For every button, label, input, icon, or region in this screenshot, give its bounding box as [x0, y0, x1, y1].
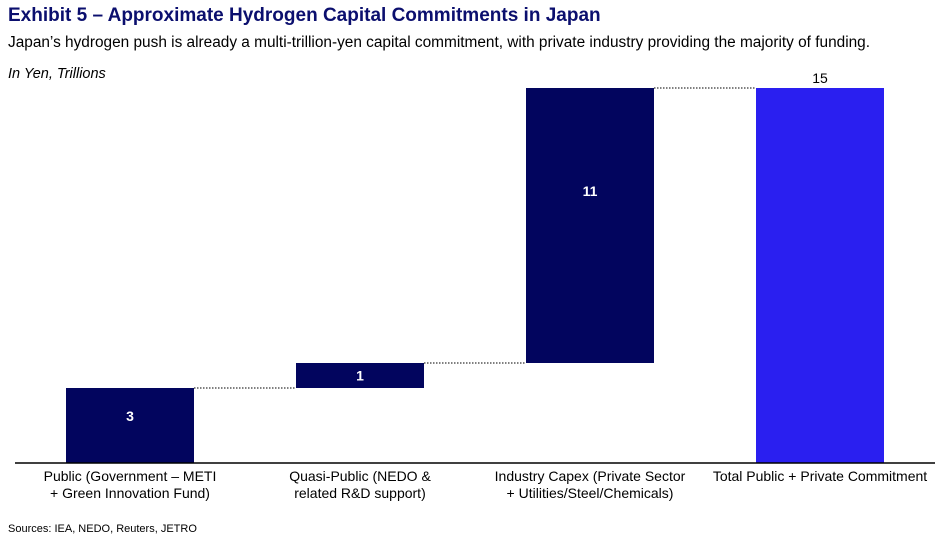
- data-label-2: 1: [356, 368, 364, 384]
- category-label-3-line-1: Industry Capex (Private Sector: [495, 468, 686, 484]
- bar-2: [296, 363, 424, 388]
- chart-subtitle: Japan’s hydrogen push is already a multi…: [8, 34, 871, 51]
- chart-title: Exhibit 5 – Approximate Hydrogen Capital…: [8, 5, 601, 26]
- data-label-3: 11: [583, 183, 598, 199]
- source-note: Sources: IEA, NEDO, Reuters, JETRO: [8, 523, 197, 535]
- category-label-1-line-2: + Green Innovation Fund): [50, 485, 210, 501]
- data-label-1: 3: [126, 408, 134, 424]
- category-label-2-line-2: related R&D support): [294, 485, 426, 501]
- category-label-3-line-2: + Utilities/Steel/Chemicals): [507, 485, 674, 501]
- bar-3: [526, 88, 654, 363]
- bar-1: [66, 388, 194, 463]
- category-label-1-line-1: Public (Government – METI: [44, 468, 217, 484]
- units-label: In Yen, Trillions: [8, 66, 106, 82]
- category-label-4: Total Public + Private Commitment: [713, 468, 927, 484]
- bar-4: [756, 88, 884, 463]
- data-label-4: 15: [812, 70, 828, 86]
- category-label-2-line-1: Quasi-Public (NEDO &: [289, 468, 431, 484]
